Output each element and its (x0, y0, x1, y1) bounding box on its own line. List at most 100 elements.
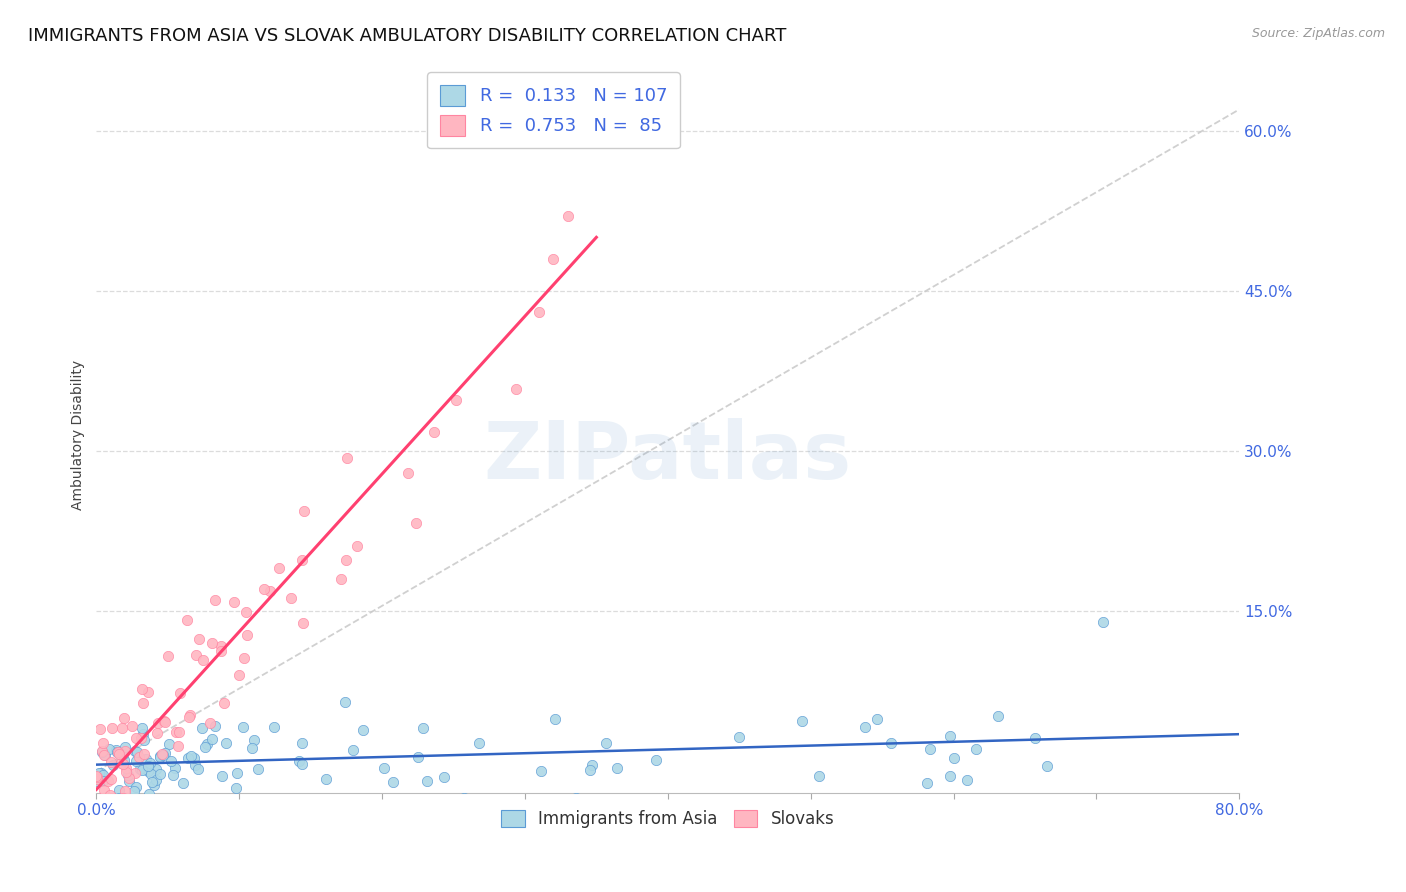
Point (112, 756, 135, 771)
Point (645, 753, 668, 767)
Point (201, 731, 224, 746)
Point (112, 747, 135, 762)
Point (853, 720, 876, 734)
Point (114, 784, 136, 798)
Point (987, 709, 1010, 723)
Text: Source: ZipAtlas.com: Source: ZipAtlas.com (1251, 27, 1385, 40)
Point (280, 591, 302, 605)
Point (149, 750, 172, 764)
Point (98, 788, 121, 802)
Point (93, 748, 115, 763)
Point (112, 791, 135, 805)
Point (143, 778, 166, 792)
Point (122, 784, 145, 798)
Point (136, 685, 159, 699)
Point (145, 762, 167, 776)
Point (335, 553, 357, 567)
Point (138, 787, 160, 801)
Point (112, 753, 135, 767)
Point (108, 747, 131, 762)
Point (90, 765, 112, 780)
Point (131, 682, 153, 697)
Point (194, 739, 217, 754)
Point (209, 639, 232, 653)
Point (129, 762, 152, 776)
Point (118, 771, 141, 785)
Point (920, 742, 942, 756)
Point (195, 737, 218, 751)
Point (191, 722, 214, 736)
Point (112, 791, 135, 805)
Point (91, 745, 114, 759)
Point (166, 739, 188, 753)
Point (565, 791, 588, 805)
Point (132, 727, 155, 741)
Point (114, 744, 136, 758)
Text: ZIPatlas: ZIPatlas (484, 417, 852, 495)
Point (100, 772, 122, 787)
Point (595, 735, 617, 749)
Point (416, 773, 439, 788)
Point (792, 714, 814, 729)
Point (193, 653, 215, 667)
Point (188, 632, 211, 646)
Y-axis label: Ambulatory Disability: Ambulatory Disability (72, 360, 86, 510)
Point (93, 791, 115, 805)
Point (381, 775, 404, 789)
Point (232, 721, 254, 735)
Point (129, 731, 152, 746)
Point (1036, 759, 1059, 773)
Point (240, 741, 263, 756)
Point (530, 764, 553, 779)
Point (263, 720, 285, 734)
Point (214, 697, 236, 711)
Point (103, 758, 125, 772)
Point (336, 450, 359, 465)
Point (329, 572, 352, 586)
Point (141, 775, 163, 789)
Point (131, 722, 153, 736)
Point (938, 729, 960, 743)
Point (163, 760, 186, 774)
Point (135, 752, 157, 766)
Point (269, 560, 291, 574)
Point (288, 754, 311, 768)
Point (233, 651, 256, 665)
Point (107, 783, 129, 797)
Point (101, 791, 124, 805)
Point (100, 755, 122, 769)
Point (128, 750, 150, 764)
Point (145, 726, 167, 740)
Point (124, 766, 146, 780)
Point (1091, 615, 1114, 629)
Point (159, 755, 181, 769)
Point (132, 732, 155, 747)
Point (259, 584, 281, 599)
Point (108, 791, 131, 805)
Point (172, 776, 194, 790)
Point (956, 772, 979, 787)
Point (124, 731, 146, 746)
Point (406, 750, 429, 764)
Point (606, 761, 628, 775)
Point (433, 771, 456, 785)
Point (247, 762, 270, 776)
Point (152, 747, 174, 762)
Point (184, 648, 207, 662)
Point (179, 710, 201, 724)
Point (222, 594, 245, 608)
Point (243, 732, 266, 747)
Point (136, 759, 159, 773)
Point (162, 768, 184, 782)
Point (505, 382, 527, 396)
Point (121, 719, 143, 733)
Point (373, 760, 395, 774)
Point (87, 766, 110, 780)
Point (110, 756, 132, 770)
Legend: Immigrants from Asia, Slovaks: Immigrants from Asia, Slovaks (495, 803, 841, 834)
Point (215, 736, 238, 750)
Point (127, 745, 149, 759)
Point (579, 763, 602, 777)
Point (453, 791, 475, 805)
Point (965, 742, 987, 756)
